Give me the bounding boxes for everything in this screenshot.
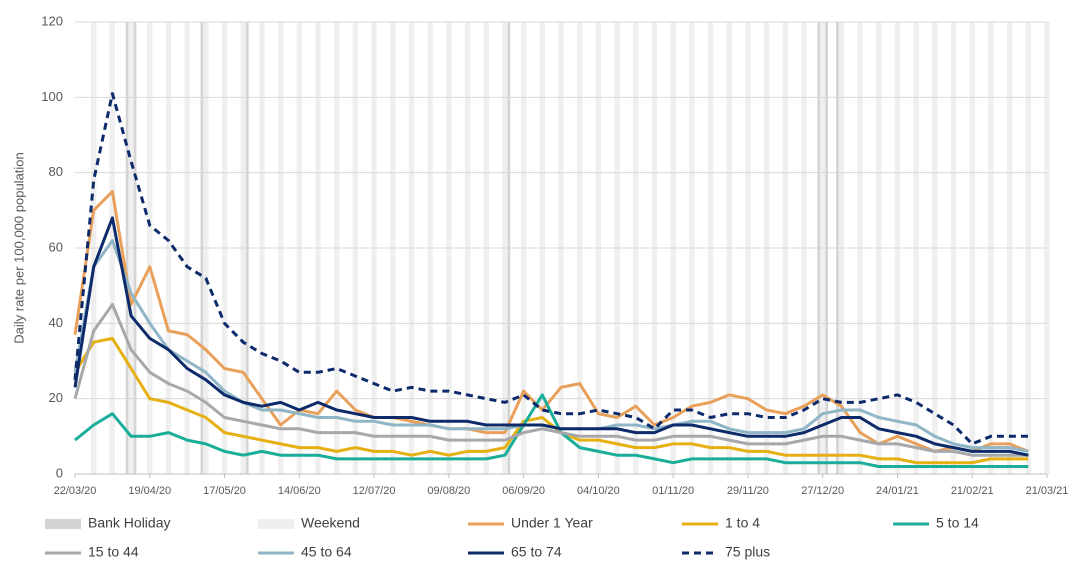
- legend-swatch: [258, 519, 294, 529]
- y-tick-label: 40: [49, 315, 63, 330]
- legend-label: 15 to 44: [88, 544, 139, 560]
- series-line: [73, 216, 1029, 457]
- x-tick-label: 04/10/20: [577, 485, 620, 497]
- x-tick-label: 01/11/20: [652, 485, 694, 497]
- y-axis-label: Daily rate per 100,000 population: [11, 152, 26, 344]
- legend-label: 45 to 64: [301, 544, 352, 560]
- x-tick-label: 27/12/20: [801, 485, 844, 497]
- series-line: [73, 190, 1029, 453]
- x-tick-label: 29/11/20: [727, 485, 769, 497]
- x-tick-label: 17/05/20: [203, 485, 246, 497]
- y-tick-label: 100: [41, 89, 63, 104]
- series-line: [73, 92, 1029, 446]
- grid-layer: 0 20 40 60 80 100 120 22/03/20 19/04/20 17/05/20 1…: [41, 13, 1068, 496]
- series-line: [74, 393, 1029, 468]
- x-tick-label: 09/08/20: [427, 485, 470, 497]
- lines-layer: [73, 92, 1029, 468]
- legend-label: 1 to 4: [725, 515, 760, 531]
- y-tick-label: 120: [41, 13, 63, 28]
- legend-label: Bank Holiday: [88, 515, 171, 531]
- x-tick-label: 14/06/20: [278, 485, 321, 497]
- x-tick-label: 12/07/20: [353, 485, 396, 497]
- legend-label: 5 to 14: [936, 515, 979, 531]
- x-tick-label: 19/04/20: [128, 485, 171, 497]
- series-line: [73, 303, 1029, 457]
- legend-label: Weekend: [301, 515, 360, 531]
- y-tick-label: 0: [56, 465, 63, 480]
- x-tick-label: 06/09/20: [502, 485, 545, 497]
- series-line: [73, 336, 1029, 465]
- x-tick-label: 22/03/20: [54, 485, 97, 497]
- legend-label: 75 plus: [725, 544, 770, 560]
- legend-label: 65 to 74: [511, 544, 562, 560]
- x-tick-label: 21/02/21: [951, 485, 994, 497]
- legend-label: Under 1 Year: [511, 515, 593, 531]
- legend-swatch: [45, 519, 81, 529]
- y-tick-label: 80: [49, 164, 63, 179]
- x-tick-label: 24/01/21: [876, 485, 919, 497]
- x-tick-label: 21/03/21: [1026, 485, 1069, 497]
- y-tick-label: 60: [49, 239, 63, 254]
- series-line: [73, 239, 1029, 453]
- y-tick-label: 20: [49, 390, 63, 405]
